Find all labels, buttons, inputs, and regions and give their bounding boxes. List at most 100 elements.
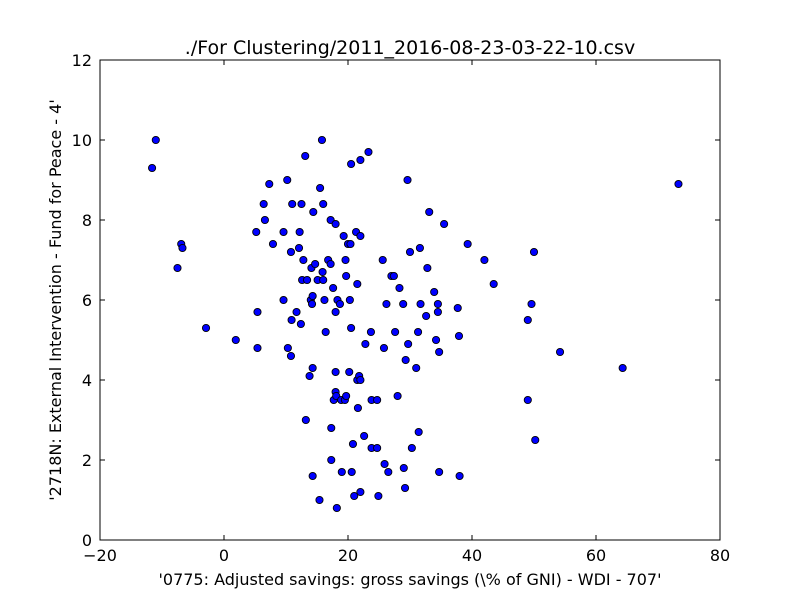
data-point [350,491,359,501]
data-point [294,243,304,253]
data-point [378,255,387,265]
plot-area [100,60,720,540]
data-point [201,323,211,333]
data-point [320,295,329,305]
data-point [674,179,683,189]
data-point [331,219,340,229]
data-point [327,423,336,433]
data-point [319,275,328,285]
y-tick-label: 10 [72,131,92,150]
data-point [345,367,354,377]
data-point [361,339,370,349]
data-point [308,471,317,481]
data-point [173,263,182,273]
data-point [231,335,240,345]
data-point [523,395,532,405]
data-point [301,151,310,161]
data-point [292,307,301,317]
data-point [399,463,408,473]
data-point [317,135,327,145]
data-point [311,259,320,269]
data-points [148,135,683,513]
data-point [454,331,464,341]
data-point [318,267,327,277]
data-point [331,307,340,317]
data-point [268,239,278,249]
data-point [329,283,338,293]
x-tick-label: 0 [219,546,229,565]
data-point [453,303,462,313]
data-point [305,371,314,381]
data-point [382,299,391,309]
data-point [287,315,296,325]
data-point [253,343,262,353]
data-point [327,455,336,465]
data-point [308,363,317,373]
data-point [356,231,365,241]
data-point [301,415,310,425]
data-point [489,279,498,289]
data-point [431,335,441,345]
data-point [299,255,308,265]
data-point [414,427,423,437]
y-tick-label: 12 [72,51,92,70]
data-point [265,179,274,189]
data-point [416,299,425,309]
data-point [415,243,424,253]
y-tick-label: 6 [82,291,92,310]
data-point [380,459,389,469]
x-tick-label: −20 [83,546,117,565]
data-point [455,471,464,481]
data-point [423,263,432,273]
y-tick-label: 8 [82,211,92,230]
data-point [391,327,400,337]
x-tick-label: 80 [710,546,730,565]
data-point [527,299,536,309]
data-point [531,435,540,445]
data-point [425,207,434,217]
data-point [151,135,160,145]
data-point [364,147,373,157]
data-point [347,467,356,477]
data-point [286,247,296,257]
data-point [529,247,539,257]
data-point [430,287,439,297]
data-point [373,443,382,453]
data-point [252,227,261,237]
data-point [279,295,288,305]
data-point [374,491,383,501]
y-tick-label: 4 [82,371,92,390]
data-point [283,175,292,185]
data-point [253,307,262,317]
data-point [360,431,369,441]
data-point [260,215,269,225]
data-point [463,239,472,249]
data-point [315,495,324,505]
data-point [373,395,382,405]
data-point [331,367,340,377]
x-tick-label: 20 [338,546,358,565]
data-point [283,343,292,353]
data-point [618,363,627,373]
data-point [347,159,356,169]
data-point [309,207,318,217]
data-point [345,295,354,305]
data-point [348,439,358,449]
data-point [401,355,410,365]
x-tick-label: 60 [586,546,606,565]
data-point [400,483,410,493]
data-point [342,271,351,281]
data-point [366,327,375,337]
data-point [178,243,187,253]
data-point [555,347,565,357]
data-point [395,283,404,293]
data-point [433,299,442,309]
data-point [342,391,351,401]
y-tick-label: 0 [82,531,92,550]
data-point [433,307,442,317]
data-point [403,175,412,185]
data-point [307,299,317,309]
data-point [296,319,305,329]
data-point [286,351,296,361]
y-axis-ticks: 0 2 4 6 8 10 12 [72,51,720,550]
